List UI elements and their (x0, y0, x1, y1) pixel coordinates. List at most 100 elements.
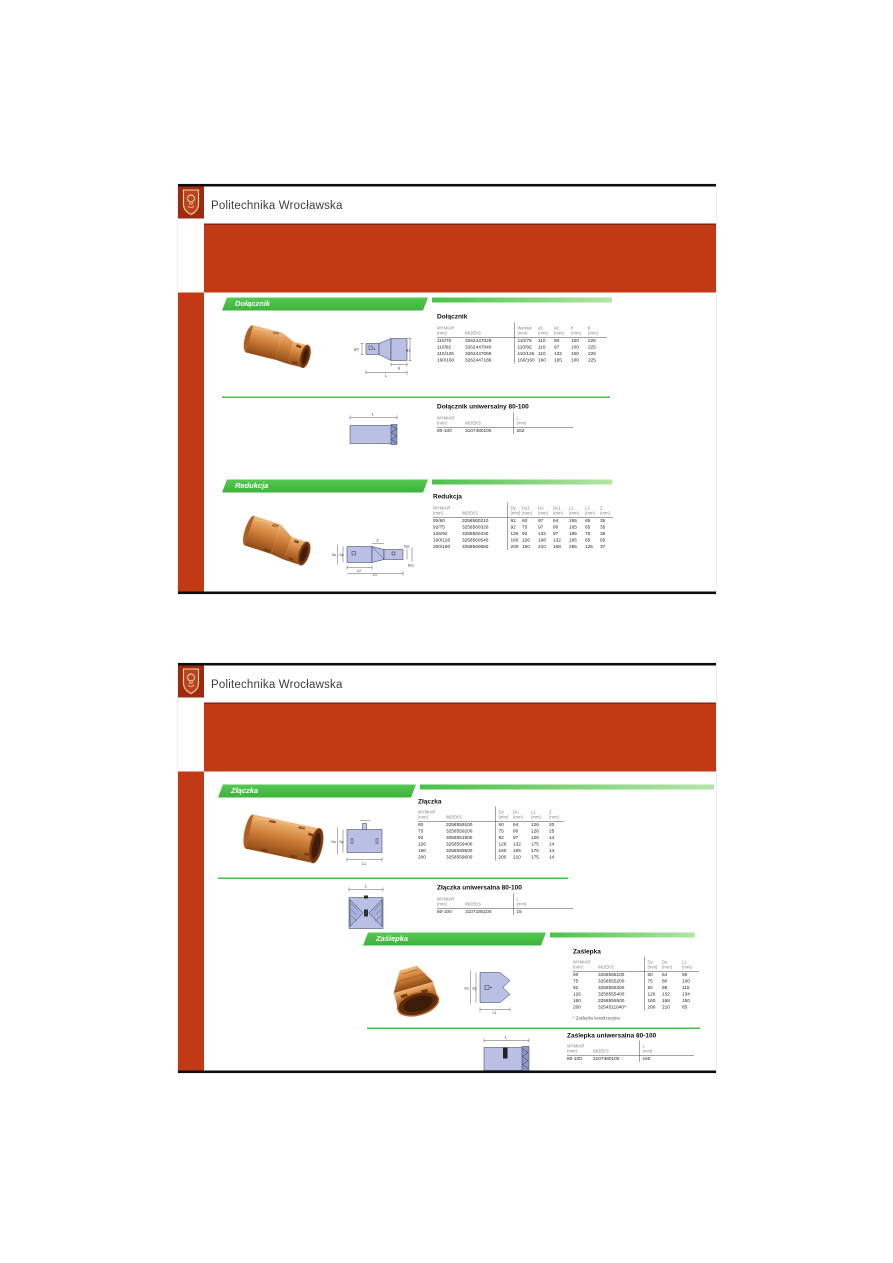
table-cell: 92 (507, 524, 522, 531)
table-cell: 168 (553, 544, 561, 550)
table-cell: 65 (682, 1004, 688, 1011)
product-photo-dolacznik (243, 325, 311, 369)
table-cell: 25 (549, 828, 555, 835)
table-cell: 92/75 (433, 524, 445, 531)
table-cell: 3258560320 (462, 524, 489, 531)
table-footnote: * Zaślepka kanalizacyjna. (573, 1015, 621, 1021)
table-cell: 14 (549, 848, 555, 854)
table-cell: 3107180100 (465, 909, 492, 915)
column-header: WYMIAR (mm) (437, 413, 465, 428)
table-cell: 100 (571, 338, 579, 344)
section-separator (367, 1027, 700, 1029)
table-cell: 210 (513, 854, 521, 861)
column-header: INDEKS (598, 957, 644, 972)
table-cell: 80 (513, 828, 519, 835)
table-cell: 126 (495, 841, 513, 848)
column-header: Dy (mm) (507, 502, 522, 518)
table-cell: 65 (585, 524, 591, 531)
table-cell: 75 (495, 828, 513, 835)
table-cell: 37 (600, 544, 606, 550)
table-cell: 97 (538, 524, 544, 531)
table-cell: 3258555200 (598, 978, 625, 985)
band-tail (420, 784, 714, 790)
table-cell: 3258559100 (446, 822, 473, 828)
technical-drawing-dolacznik-uniwersalny: L (349, 412, 398, 445)
table-cell: 75 (573, 978, 579, 985)
table-cell: 14 (549, 835, 555, 841)
svg-text:ø1: ø1 (406, 348, 411, 353)
section-band-redukcja: Redukcja (222, 479, 612, 493)
table-cell: 165 (554, 357, 562, 364)
table-cell: 60 (495, 821, 513, 828)
slide-2: Politechnika Wrocławska Złączka (177, 662, 717, 1074)
table-cell: 3258559500 (446, 848, 473, 854)
column-header: Z (mm) (600, 503, 613, 518)
table-cell: 165 (569, 524, 577, 531)
institution-name: Politechnika Wrocławska (211, 198, 343, 212)
band-label-block: Dołącznik (222, 298, 428, 311)
table-cell: 126/92 (433, 531, 448, 537)
table-zaslepka: WYMIAR (mm) INDEKS Dy (mm) Du (mm) L1 (mm) 60 3258… (573, 956, 699, 1011)
table-cell: 132 (662, 991, 670, 998)
table-cell: 126 (522, 537, 530, 544)
table-cell: 80-100 (567, 1056, 582, 1062)
table-cell: 98 (662, 985, 668, 991)
table-title: Redukcja (433, 492, 462, 501)
table-cell: 3258560430 (462, 531, 489, 537)
column-header: L (mm) (513, 893, 573, 909)
band-tail (432, 479, 612, 485)
table-cell: 175 (531, 848, 539, 854)
slide-1-page: Politechnika Wrocławska Dołącznik (177, 183, 717, 595)
table-dolacznik: WYMIAR (mm) INDEKS Wymiar (mm) ø1 (mm) ø2 (mm) h(… (437, 322, 607, 364)
svg-text:b: b (398, 366, 401, 371)
table-cell: 200 (495, 854, 513, 861)
product-photo-zaslepka (393, 965, 440, 1017)
table-cell: 210 (538, 544, 546, 550)
column-header: Du (mm) (538, 503, 553, 518)
table-cell: 75 (585, 531, 591, 537)
table-cell: 168 (538, 537, 546, 544)
table-cell: 132 (513, 841, 521, 848)
table-cell: 92 (644, 984, 662, 991)
svg-text:Du: Du (465, 987, 469, 991)
table-cell: 225 (588, 351, 596, 357)
svg-text:Z: Z (377, 539, 380, 543)
svg-text:L1: L1 (362, 862, 366, 866)
table-cell: 262 (513, 427, 573, 434)
table-cell: 97 (538, 518, 544, 524)
eagle-shield-icon (178, 665, 204, 698)
table-cell: 3262447029 (465, 338, 492, 344)
table-cell: 100 (682, 978, 690, 985)
table-cell: 110 (538, 344, 546, 351)
table-cell: 126 (531, 822, 539, 828)
table-cell: 60 (418, 822, 424, 828)
band-label: Złączka (231, 786, 259, 795)
product-photo-redukcja (242, 515, 311, 566)
table-cell: 3258555500 (598, 998, 625, 1004)
table-cell: 64 (662, 972, 668, 978)
table-cell: 160/160 (514, 357, 538, 364)
column-header: L1 (mm) (531, 807, 549, 822)
column-header: Z (mm) (549, 807, 564, 822)
table-cell: 75 (418, 828, 424, 835)
table-cell: 125 (585, 544, 593, 550)
table-cell: 92 (495, 834, 513, 841)
column-header: L (mm) (513, 412, 573, 428)
table-cell: 160 (522, 544, 530, 550)
svg-text:L: L (505, 1035, 508, 1040)
table-cell: 126 (418, 841, 426, 848)
table-cell: 160 (644, 997, 662, 1004)
table-cell: 160 (495, 847, 513, 854)
table-cell: 97 (513, 835, 519, 841)
table-cell: 3258559400 (446, 841, 473, 848)
svg-text:L1: L1 (373, 573, 377, 577)
product-photo-zlaczka (243, 814, 324, 864)
technical-drawing-redukcja: Dy Du Dy1 Du1 Z L2 L1 (332, 539, 414, 577)
table-cell: 126 (531, 835, 539, 841)
university-logo (178, 186, 204, 219)
svg-text:Dy: Dy (340, 840, 344, 844)
table-cell: 132 (538, 531, 546, 537)
eagle-shield-icon (178, 186, 204, 219)
column-header: Wymiar (mm) (514, 322, 538, 338)
table-cell: 200 (644, 1004, 662, 1011)
